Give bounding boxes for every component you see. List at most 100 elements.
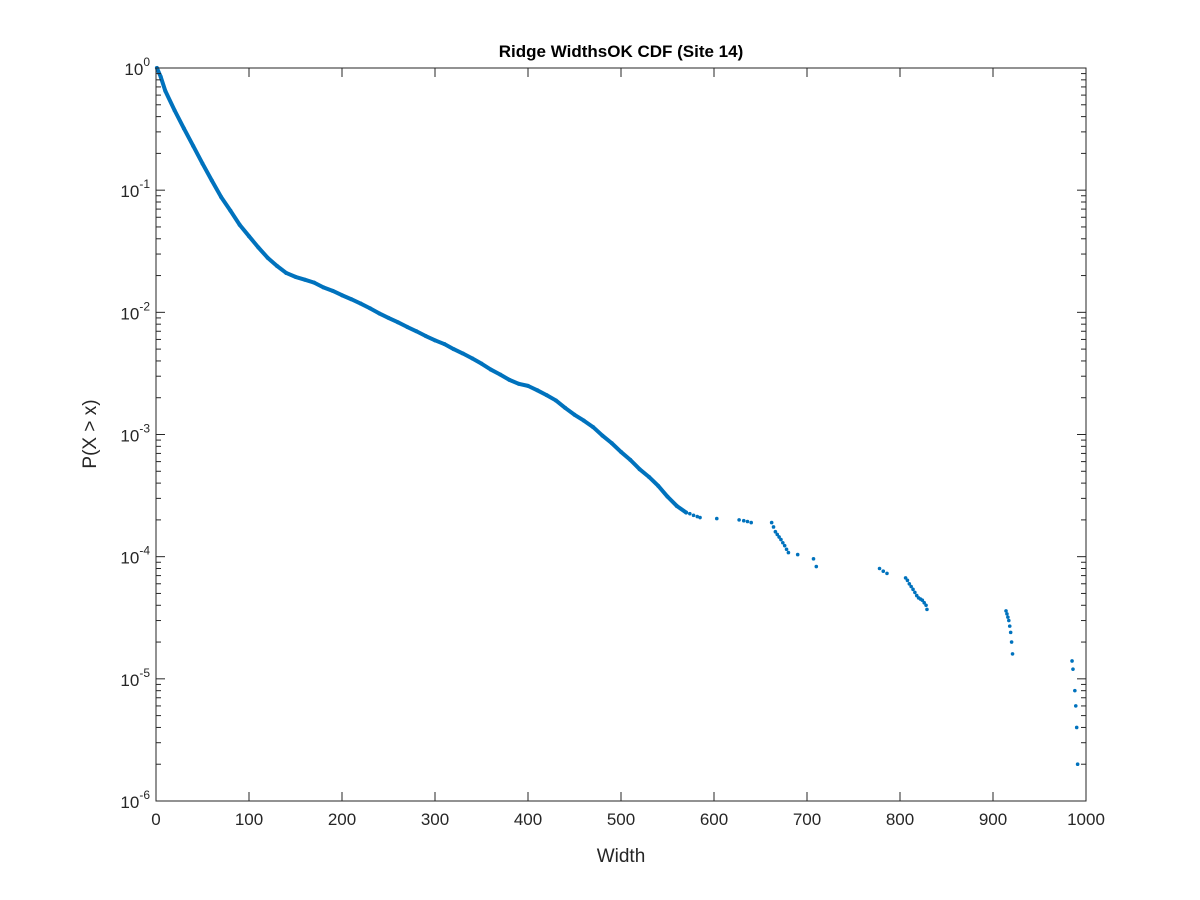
data-point [460, 351, 465, 356]
data-point [395, 320, 400, 325]
data-point [684, 510, 689, 515]
x-tick-label: 600 [700, 810, 728, 829]
data-point [925, 607, 929, 612]
y-tick-exponent: -3 [139, 422, 150, 436]
y-tick-label: 10-1 [120, 177, 150, 201]
data-point [775, 532, 780, 537]
data-point [909, 584, 913, 589]
y-tick-base: 10 [120, 671, 139, 690]
data-point [181, 126, 186, 131]
data-point [698, 515, 702, 520]
data-point [377, 311, 382, 316]
data-point [737, 518, 741, 522]
data-point [330, 288, 335, 293]
data-point [600, 433, 605, 438]
data-point [591, 425, 596, 430]
data-point [907, 581, 912, 586]
data-point [1007, 624, 1012, 628]
data-point [553, 398, 558, 403]
data-point [903, 576, 908, 580]
data-point [284, 270, 289, 275]
x-axis-label: Width [597, 846, 646, 867]
data-point [535, 388, 540, 393]
y-tick-exponent: -2 [139, 299, 150, 313]
x-tick-label: 0 [151, 810, 160, 829]
data-point [781, 540, 785, 545]
data-point [1010, 652, 1015, 656]
data-point [922, 600, 926, 605]
x-tick-label: 900 [979, 810, 1007, 829]
data-point [209, 178, 214, 183]
y-tick-base: 10 [120, 549, 139, 568]
data-point [321, 285, 326, 290]
data-point [442, 342, 447, 347]
data-point [200, 161, 205, 166]
data-point [665, 494, 670, 499]
data-point [771, 525, 776, 529]
data-point [423, 334, 428, 339]
data-point [1005, 612, 1009, 616]
data-point [1073, 704, 1078, 708]
data-point [619, 449, 623, 454]
data-point [228, 208, 233, 213]
axes-box [155, 67, 1087, 802]
data-point [433, 338, 437, 343]
data-point [1070, 659, 1074, 663]
y-tick-label: 10-5 [120, 666, 150, 690]
y-tick-exponent: -6 [139, 788, 150, 802]
data-point [745, 519, 750, 524]
data-point [312, 280, 317, 285]
data-point [405, 324, 410, 329]
data-point [358, 301, 363, 306]
data-point [920, 598, 925, 603]
data-point [498, 372, 503, 377]
data-point [782, 543, 787, 548]
cdf-tail-points [688, 511, 1080, 767]
data-point [256, 245, 261, 250]
data-point [340, 293, 344, 298]
data-point [302, 277, 307, 282]
y-tick-exponent: -5 [139, 666, 150, 680]
data-point [507, 377, 512, 382]
data-point [488, 367, 493, 372]
data-point [814, 564, 819, 569]
x-tick-label: 500 [607, 810, 635, 829]
y-axis-label: P(X > x) [80, 399, 101, 468]
data-point [1008, 630, 1013, 635]
data-point [773, 529, 778, 534]
y-tick-base: 10 [124, 60, 143, 79]
data-point [1004, 609, 1008, 613]
data-point [637, 467, 642, 472]
y-tick-label: 100 [124, 55, 150, 79]
data-point [414, 329, 419, 334]
y-tick-base: 10 [120, 427, 139, 446]
data-point [609, 441, 614, 446]
data-point [1007, 618, 1011, 623]
y-tick-label: 10-6 [120, 788, 150, 812]
data-point [367, 306, 372, 311]
data-point [741, 518, 746, 523]
data-point [526, 383, 530, 388]
data-point [769, 520, 774, 525]
data-point [237, 222, 242, 227]
x-tick-label: 100 [235, 810, 263, 829]
data-point [191, 143, 196, 148]
data-point [563, 405, 568, 410]
x-tick-label: 1000 [1067, 810, 1105, 829]
data-point [628, 457, 633, 462]
data-point [881, 569, 886, 574]
y-tick-base: 10 [120, 182, 139, 201]
data-point [911, 587, 915, 592]
data-point [349, 297, 354, 302]
data-point [581, 418, 586, 423]
data-point [877, 566, 882, 571]
axis-ticks [155, 67, 1087, 802]
data-point [688, 511, 692, 516]
y-tick-label: 10-3 [120, 422, 150, 446]
cdf-curve [154, 66, 689, 515]
data-point [795, 552, 800, 557]
y-tick-exponent: 0 [143, 55, 150, 69]
data-point [470, 356, 475, 361]
data-point [656, 483, 661, 488]
